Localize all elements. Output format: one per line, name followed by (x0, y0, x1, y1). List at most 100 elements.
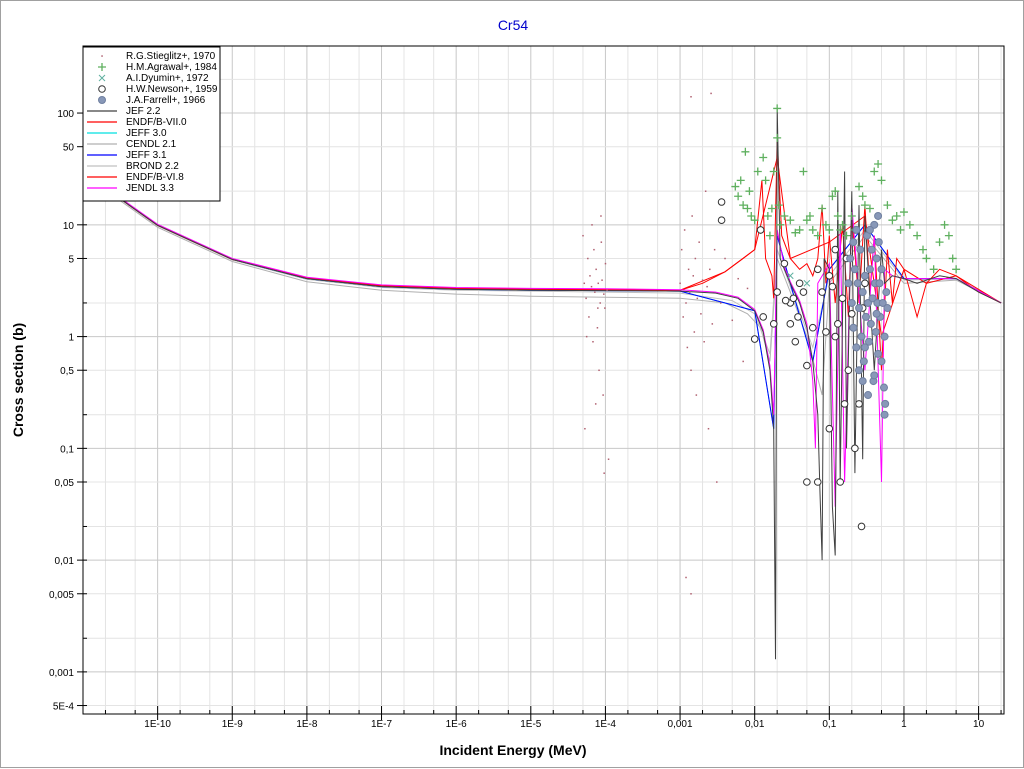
data-point (813, 478, 822, 486)
data-point (591, 224, 593, 226)
chart-title: Cr54 (498, 17, 529, 33)
legend-label: ENDF/B-VI.8 (126, 172, 184, 183)
data-point (753, 167, 762, 176)
x-tick-label: 1 (901, 719, 907, 730)
data-point (874, 211, 883, 220)
data-point (786, 320, 795, 328)
data-point (742, 360, 744, 363)
scatter-h-m-agrawal-1984 (731, 104, 961, 274)
data-point (808, 323, 817, 332)
data-point (759, 153, 768, 162)
data-point (831, 332, 840, 341)
data-point (872, 309, 881, 318)
data-point (603, 293, 605, 295)
data-point (844, 279, 853, 288)
y-tick-label: 100 (57, 109, 74, 120)
data-point (847, 309, 856, 318)
y-tick-label: 0,005 (49, 590, 74, 601)
y-tick-label: 0,5 (60, 366, 74, 377)
data-point (825, 225, 834, 234)
data-point (750, 216, 759, 225)
data-point (584, 427, 586, 430)
data-point (700, 313, 702, 315)
x-tick-label: 0,01 (745, 719, 765, 730)
data-point (881, 399, 890, 408)
y-tick-label: 5 (68, 254, 74, 265)
data-point (685, 576, 687, 579)
data-point (896, 225, 905, 234)
legend-label: H.M.Agrawal+, 1984 (126, 62, 217, 73)
data-point (842, 231, 851, 240)
data-point (859, 357, 868, 366)
data-point (759, 313, 767, 321)
data-point (769, 167, 778, 176)
data-point (594, 403, 597, 405)
data-point (861, 312, 870, 321)
legend-marker-plus (98, 63, 106, 71)
data-point (710, 92, 712, 95)
data-point (877, 357, 886, 366)
data-point (736, 176, 745, 185)
scatter-j-a-farrell-1966 (844, 211, 892, 419)
data-point (850, 265, 859, 274)
data-point (828, 282, 837, 291)
data-point (860, 201, 869, 210)
data-point (935, 238, 944, 247)
x-tick-label: 0,1 (822, 719, 836, 730)
data-point (692, 275, 695, 277)
data-point (737, 277, 739, 280)
data-point (750, 335, 759, 343)
data-point (825, 271, 834, 280)
data-point (865, 225, 874, 234)
data-point (761, 176, 770, 185)
data-point (870, 167, 879, 176)
data-point (690, 369, 692, 372)
data-point (864, 391, 873, 400)
data-point (707, 427, 710, 430)
data-point (687, 268, 690, 271)
data-point (802, 216, 811, 225)
data-point (855, 182, 864, 191)
data-point (746, 287, 749, 290)
data-point (597, 282, 599, 285)
data-point (741, 147, 750, 156)
x-tick-label: 1E-6 (446, 719, 468, 730)
data-point (773, 104, 782, 113)
data-point (717, 216, 726, 224)
y-tick-label: 0,1 (60, 444, 74, 455)
data-point (679, 282, 681, 285)
data-point (855, 304, 864, 313)
data-point (724, 257, 726, 260)
data-point (795, 225, 804, 234)
data-point (731, 319, 734, 322)
data-point (865, 265, 874, 274)
data-point (818, 288, 826, 296)
data-point (847, 211, 856, 220)
data-point (871, 327, 880, 336)
data-point (825, 424, 834, 433)
y-axis-label: Cross section (b) (10, 323, 26, 437)
data-point (709, 268, 711, 271)
data-point (690, 96, 692, 98)
x-tick-label: 1E-10 (144, 719, 171, 730)
data-point (879, 383, 888, 392)
data-point (864, 298, 873, 307)
legend-label: J.A.Farrell+, 1966 (126, 95, 206, 106)
data-point (940, 220, 949, 229)
data-point (602, 394, 604, 396)
data-point (701, 279, 704, 281)
y-tick-label: 50 (63, 143, 75, 154)
data-point (780, 211, 789, 220)
data-point (913, 231, 922, 240)
data-point (607, 458, 610, 460)
data-point (693, 331, 696, 333)
data-point (840, 400, 849, 408)
data-point (805, 211, 814, 220)
data-point (703, 340, 705, 343)
data-point (747, 211, 756, 220)
legend-marker-cross (98, 74, 106, 82)
data-point (739, 201, 748, 210)
data-point (695, 394, 698, 396)
data-point (594, 291, 596, 293)
